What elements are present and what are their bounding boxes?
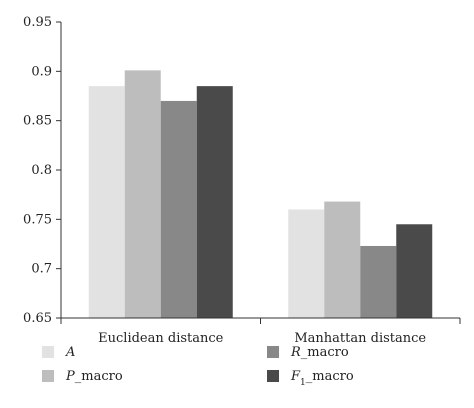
bar-f1-macro <box>196 86 233 318</box>
legend-label: A <box>65 345 75 360</box>
legend-label-suffix: _macro <box>301 345 349 360</box>
y-tick-label: 0.8 <box>31 163 52 178</box>
y-tick-label: 0.65 <box>23 311 52 326</box>
bar-a <box>288 209 325 318</box>
bars <box>88 70 433 318</box>
legend-label-suffix: _macro <box>75 369 123 384</box>
bar-r-macro <box>160 100 197 318</box>
y-tick-label: 0.75 <box>23 212 52 227</box>
x-axis: Euclidean distance Manhattan distance <box>60 317 461 346</box>
legend-label: F1_macro <box>290 369 354 388</box>
y-tick-label: 0.9 <box>31 64 52 79</box>
y-tick-label: 0.85 <box>23 114 52 129</box>
legend-swatch <box>42 370 54 382</box>
bar-p-macro <box>324 201 361 318</box>
legend-label-var: F <box>290 369 301 384</box>
legend-label-var: P <box>65 369 75 384</box>
bar-f1-macro <box>396 224 433 318</box>
legend-swatch <box>267 370 279 382</box>
x-category-label: Manhattan distance <box>294 331 426 346</box>
legend-label-suffix: _macro <box>306 369 354 384</box>
bar-p-macro <box>124 70 161 318</box>
y-tick-label: 0.95 <box>23 15 52 30</box>
bar-a <box>88 86 125 318</box>
legend-label-subscript: 1 <box>300 378 306 388</box>
legend-swatch <box>42 346 54 358</box>
y-tick-label: 0.7 <box>31 262 52 277</box>
legend-swatch <box>267 346 279 358</box>
legend-label: R_macro <box>290 345 349 360</box>
legend-label-var: R <box>290 345 301 360</box>
legend-label-var: A <box>65 345 75 360</box>
bar-r-macro <box>360 245 397 318</box>
y-axis: 0.65 0.7 0.75 0.8 0.85 0.9 0.95 <box>23 15 62 326</box>
x-category-label: Euclidean distance <box>98 331 224 346</box>
legend-label: P_macro <box>65 369 123 384</box>
